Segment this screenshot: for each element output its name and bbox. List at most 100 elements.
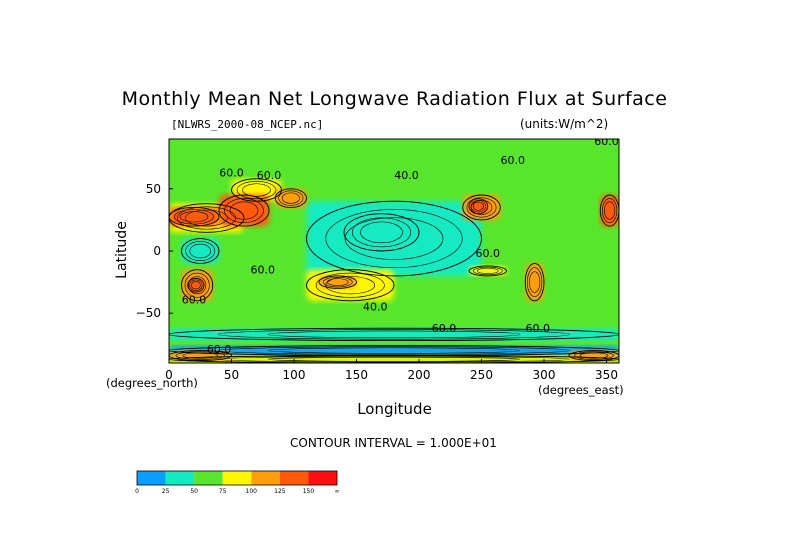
field-region-13 <box>600 195 619 227</box>
contour-line-19-2 <box>476 267 499 274</box>
colorbar-swatch-4 <box>251 471 280 485</box>
colorbar-tick-2: 50 <box>190 488 198 495</box>
x-axis-ticks: 0 50 100 150 200 250 300 350 <box>165 359 618 382</box>
y-tick-label-50: 50 <box>146 182 161 196</box>
contour-line-9-2 <box>179 211 209 223</box>
contour-label-2: 40.0 <box>394 169 419 182</box>
field-region-17 <box>319 275 357 289</box>
contour-line-7-0 <box>169 203 245 233</box>
contour-label-11: 60.0 <box>207 343 232 356</box>
y-tick-label-0: 0 <box>153 244 161 258</box>
contour-line-17-2 <box>326 278 349 286</box>
contour-line-15-2 <box>191 281 201 290</box>
contour-line-2-2 <box>360 221 403 244</box>
field-region-10 <box>275 188 307 208</box>
x-units-right-label: (degrees_east) <box>538 383 624 397</box>
contour-line-21-2 <box>182 352 219 359</box>
contour-line-12-0 <box>468 198 489 215</box>
contour-line-11-1 <box>466 197 497 218</box>
file-name-label: [NLWRS_2000-08_NCEP.nc] <box>171 118 324 131</box>
contour-line-18-2 <box>529 271 541 293</box>
contour-line-18-0 <box>524 262 545 302</box>
contour-label-3: 60.0 <box>501 154 526 167</box>
contour-line-17-1 <box>322 276 353 288</box>
colorbar-tick-4: 100 <box>246 488 258 495</box>
colorbar-frame <box>136 470 338 486</box>
units-label: (units:W/m^2) <box>520 117 609 131</box>
field-region-18 <box>525 263 544 301</box>
contour-label-7: 60.0 <box>182 293 207 306</box>
x-tick-label-150: 150 <box>345 368 368 382</box>
colorbar-tick-1: 25 <box>162 488 170 495</box>
contour-line-20-2 <box>267 356 521 362</box>
y-tick-label--50: −50 <box>136 306 161 320</box>
contour-line-2-1 <box>351 217 412 248</box>
contour-label-10: 60.0 <box>526 322 551 335</box>
contour-line-9-1 <box>174 209 214 225</box>
x-tick-label-250: 250 <box>470 368 493 382</box>
chart-title: Monthly Mean Net Longwave Radiation Flux… <box>121 88 668 110</box>
colorbar-swatch-6 <box>308 471 337 485</box>
x-axis-label: Longitude <box>0 400 789 418</box>
contour-line-15-1 <box>189 279 203 291</box>
colorbar-swatch-0 <box>137 471 166 485</box>
x-tick-label-200: 200 <box>408 368 431 382</box>
contour-label-0: 60.0 <box>219 166 244 179</box>
contour-line-19-0 <box>468 265 507 277</box>
colorbar-tick-7: ∞ <box>335 488 340 495</box>
contour-line-8-1 <box>224 198 264 223</box>
field-region-3 <box>181 238 219 264</box>
contour-line-7-1 <box>176 206 237 230</box>
contour-line-3-0 <box>181 238 220 264</box>
x-units-left-label: (degrees_north) <box>106 376 198 390</box>
contour-lines <box>169 178 619 363</box>
contour-line-6-2 <box>242 183 271 197</box>
field-region-15 <box>187 278 204 293</box>
y-axis-ticks: 50 0 −50 <box>136 182 173 320</box>
contour-line-5-1 <box>218 346 570 355</box>
colorbar-tick-3: 75 <box>219 488 227 495</box>
contour-line-17-0 <box>318 275 357 289</box>
contour-line-5-2 <box>267 347 521 354</box>
contour-line-1-0 <box>306 200 482 277</box>
colorbar-tick-0: 0 <box>135 488 139 495</box>
contour-line-12-1 <box>470 200 486 213</box>
field-region-4 <box>169 328 619 341</box>
contour-line-13-0 <box>599 194 619 227</box>
contour-line-14-1 <box>184 272 210 298</box>
contour-label-5: 60.0 <box>476 247 501 260</box>
contour-line-14-2 <box>188 276 207 295</box>
contour-line-18-1 <box>527 267 543 297</box>
field-region-20 <box>169 355 619 363</box>
contour-line-22-0 <box>568 350 619 361</box>
field-region-8 <box>219 195 269 227</box>
contour-line-14-0 <box>181 269 214 302</box>
colorbar-swatch-1 <box>165 471 195 485</box>
contour-line-22-1 <box>574 351 614 360</box>
x-tick-label-300: 300 <box>533 368 556 382</box>
contour-line-13-2 <box>604 201 616 220</box>
contour-line-3-1 <box>185 240 216 262</box>
contour-label-4: 60.0 <box>594 135 619 148</box>
contour-line-3-2 <box>189 243 212 259</box>
contour-labels: 60.0 60.0 40.0 60.0 60.0 60.0 60.0 60.0 40.0 60.0… <box>182 135 619 356</box>
contour-line-22-2 <box>579 352 609 359</box>
field-region-2 <box>344 213 419 251</box>
field-region-5 <box>169 345 619 356</box>
contour-line-21-1 <box>175 351 225 360</box>
x-tick-label-100: 100 <box>283 368 306 382</box>
contour-line-13-1 <box>602 198 618 223</box>
contour-line-10-0 <box>274 188 307 208</box>
contour-line-2-0 <box>343 213 420 252</box>
contour-line-9-0 <box>169 206 220 227</box>
contour-line-21-0 <box>169 350 232 361</box>
contour-line-11-0 <box>462 194 501 221</box>
x-tick-label-350: 350 <box>595 368 618 382</box>
contour-line-6-1 <box>236 180 277 200</box>
contour-line-19-1 <box>472 266 503 276</box>
colorbar-swatch-2 <box>194 471 223 485</box>
x-tick-label-50: 50 <box>224 368 239 382</box>
contour-line-16-1 <box>315 272 385 298</box>
